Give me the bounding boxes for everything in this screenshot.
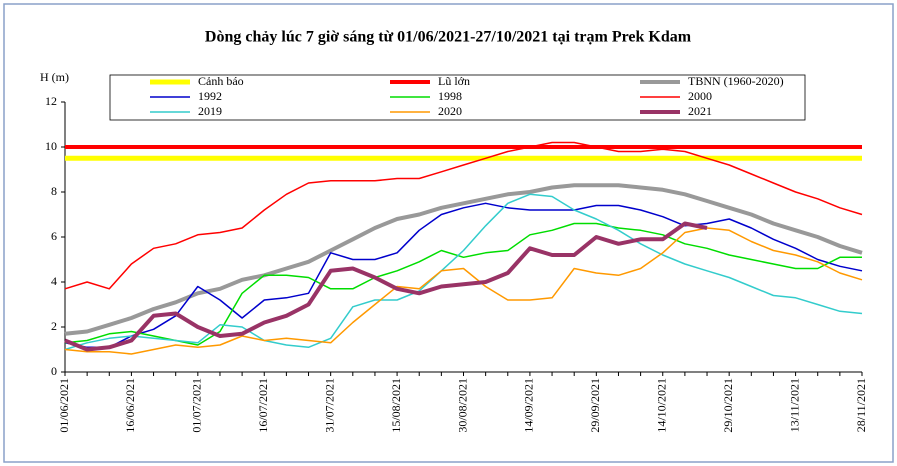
legend-label: 1998 bbox=[438, 89, 462, 103]
chart-title: Dòng chảy lúc 7 giờ sáng từ 01/06/2021-2… bbox=[205, 29, 692, 46]
series-line bbox=[64, 222, 862, 346]
series-line bbox=[64, 221, 708, 352]
legend-label: Lũ lớn bbox=[438, 74, 470, 88]
x-tick-label: 15/08/2021 bbox=[389, 378, 403, 433]
y-axis-label: H (m) bbox=[40, 70, 69, 84]
legend-label: 2000 bbox=[688, 89, 712, 103]
legend-label: 2019 bbox=[198, 104, 222, 118]
series-line bbox=[64, 183, 863, 336]
x-tick-label: 29/10/2021 bbox=[721, 378, 735, 433]
y-tick-label: 12 bbox=[45, 94, 57, 108]
y-tick-label: 6 bbox=[51, 229, 57, 243]
y-tick-label: 4 bbox=[51, 274, 57, 288]
legend-label: 2021 bbox=[688, 104, 712, 118]
x-tick-label: 16/06/2021 bbox=[123, 378, 137, 433]
x-tick-label: 01/06/2021 bbox=[57, 378, 71, 433]
legend-box bbox=[109, 74, 806, 121]
x-tick-label: 29/09/2021 bbox=[588, 378, 602, 433]
x-tick-label: 14/09/2021 bbox=[522, 378, 536, 433]
x-tick-label: 16/07/2021 bbox=[256, 378, 270, 433]
x-tick-label: 01/07/2021 bbox=[190, 378, 204, 433]
series-line bbox=[64, 193, 863, 351]
series-line bbox=[64, 141, 863, 290]
y-tick-label: 0 bbox=[51, 364, 57, 378]
series-line bbox=[64, 202, 863, 349]
legend-label: 1992 bbox=[198, 89, 222, 103]
x-tick-label: 14/10/2021 bbox=[655, 378, 669, 433]
y-tick-label: 2 bbox=[51, 319, 57, 333]
y-tick-label: 10 bbox=[45, 139, 57, 153]
x-tick-label: 13/11/2021 bbox=[787, 378, 801, 432]
legend-label: Cảnh báo bbox=[198, 74, 244, 88]
legend-label: 2020 bbox=[438, 104, 462, 118]
x-tick-label: 31/07/2021 bbox=[322, 378, 336, 433]
x-tick-label: 28/11/2021 bbox=[854, 378, 868, 432]
legend-label: TBNN (1960-2020) bbox=[688, 74, 784, 88]
y-tick-label: 8 bbox=[51, 184, 57, 198]
x-tick-label: 30/08/2021 bbox=[455, 378, 469, 433]
series-line bbox=[64, 227, 863, 355]
